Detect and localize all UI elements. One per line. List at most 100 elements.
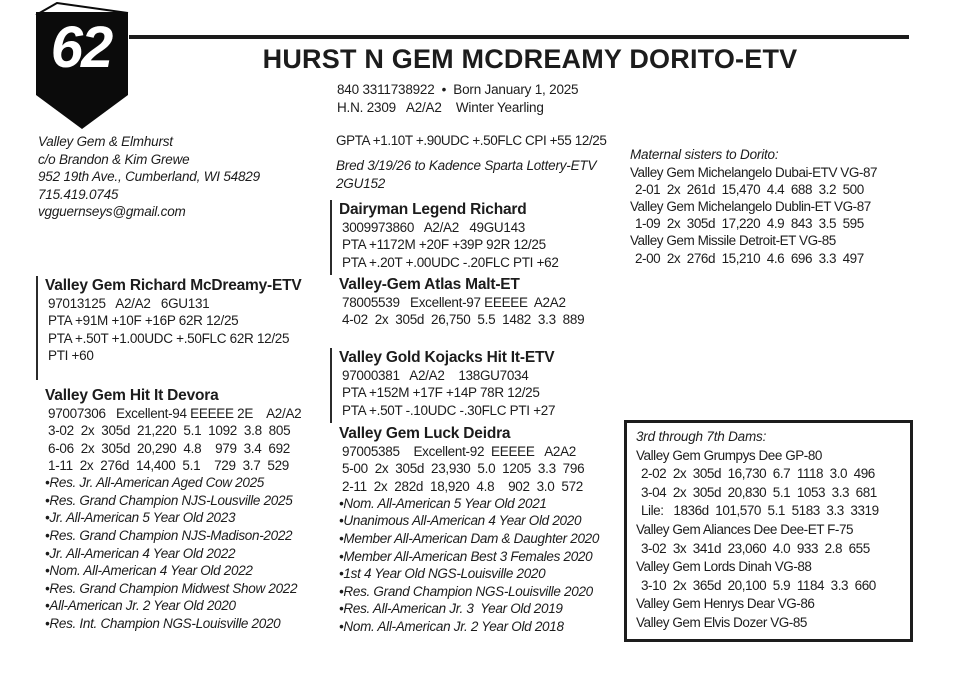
award-bullet: •Nom. All-American 4 Year Old 2022 (45, 563, 253, 579)
pennant-graphic (35, 2, 129, 129)
lot-number: 62 (50, 15, 114, 80)
bred-to-block: Bred 3/19/26 to Kadence Sparta Lottery-E… (336, 157, 596, 192)
pedigree-block-sire: Valley Gem Richard McDreamy-ETV 97013125… (36, 276, 345, 381)
pedigree-lines: 97005385 Excellent-92 EEEEE A2A2 5-00 2x … (339, 443, 639, 495)
pedigree-line: PTA +.50T +1.00UDC +.50FLC 62R 12/25 (48, 330, 290, 346)
award-bullet: •Res. All-American Jr. 3 Year Old 2019 (339, 601, 563, 617)
animal-name: Valley-Gem Atlas Malt-ET (339, 276, 520, 293)
dams-box-line: Valley Gem Aliances Dee Dee-ET F-75 (636, 521, 854, 537)
consignor-line: 715.419.0745 (38, 186, 119, 202)
pedigree-block-dam: Valley Gem Hit It Devora 97007306 Excell… (36, 386, 345, 633)
animal-id-block: 840 3311738922 • Born January 1, 2025 H.… (337, 81, 579, 117)
pedigree-line: 4-02 2x 305d 26,750 5.5 1482 3.3 889 (342, 312, 585, 328)
pedigree-line: 3-02 2x 305d 21,220 5.1 1092 3.8 805 (48, 423, 291, 439)
maternal-sister-entry: Valley Gem Michelangelo Dubai-ETV VG-87 … (630, 164, 930, 198)
sister-name: Valley Gem Michelangelo Dubai-ETV VG-87 (630, 164, 878, 180)
dams-box-line: Valley Gem Lords Dinah VG-88 (636, 559, 812, 575)
dams-box-line: 3-02 3x 341d 23,060 4.0 933 2.8 655 (641, 540, 870, 556)
gpta-line: GPTA +1.10T +.90UDC +.50FLC CPI +55 12/2… (336, 133, 607, 148)
award-bullet: •Unanimous All-American 4 Year Old 2020 (339, 513, 582, 529)
dams-box-lines: Valley Gem Grumpys Dee GP-80 2-02 2x 305d… (636, 447, 902, 633)
pedigree-lines: 97007306 Excellent-94 EEEEE 2E A2/A2 3-02… (45, 405, 345, 474)
consignor-line: Valley Gem & Elmhurst (38, 134, 173, 149)
pedigree-line: 5-00 2x 305d 23,930 5.0 1205 3.3 796 (342, 461, 585, 477)
award-bullet: •Res. Jr. All-American Aged Cow 2025 (45, 475, 265, 491)
consignor-line: c/o Brandon & Kim Grewe (38, 151, 190, 167)
pedigree-line: PTA +.20T +.00UDC -.20FLC PTI +62 (342, 254, 559, 270)
animal-name: Dairyman Legend Richard (339, 201, 527, 218)
award-bullet: •Member All-American Best 3 Females 2020 (339, 548, 593, 564)
pedigree-block-sires-dam: Valley-Gem Atlas Malt-ET 78005539 Excell… (330, 275, 639, 329)
bred-to-line: Bred 3/19/26 to Kadence Sparta Lottery-E… (336, 158, 597, 173)
sister-record: 2-01 2x 261d 15,470 4.4 688 3.2 500 (635, 181, 864, 197)
pedigree-line: 97007306 Excellent-94 EEEEE 2E A2/A2 (48, 406, 302, 421)
animal-name: Valley Gem Hit It Devora (45, 387, 219, 404)
pedigree-line: 97013125 A2/A2 6GU131 (48, 296, 210, 311)
dams-box-heading: 3rd through 7th Dams: (636, 429, 767, 444)
pedigree-lines: 97013125 A2/A2 6GU131 PTA +91M +10F +16P … (45, 295, 345, 364)
dams-box-line: Valley Gem Elvis Dozer VG-85 (636, 614, 807, 630)
bred-to-line: 2GU152 (336, 175, 386, 191)
pedigree-line: 1-11 2x 276d 14,400 5.1 729 3.7 529 (48, 457, 289, 473)
pedigree-line: 3009973860 A2/A2 49GU143 (342, 220, 526, 235)
award-bullets: •Nom. All-American 5 Year Old 2021 •Unani… (339, 495, 639, 636)
sister-record: 1-09 2x 305d 17,220 4.9 843 3.5 595 (635, 216, 864, 232)
dams-box-line: Valley Gem Henrys Dear VG-86 (636, 596, 815, 612)
pedigree-line: 2-11 2x 282d 18,920 4.8 902 3.0 572 (342, 478, 583, 494)
sister-name: Valley Gem Missile Detroit-ET VG-85 (630, 233, 836, 249)
page-title: HURST N GEM MCDREAMY DORITO-ETV (262, 44, 798, 74)
award-bullet: •Res. Grand Champion NGS-Louisville 2020 (339, 583, 593, 599)
pedigree-lines: 97000381 A2/A2 138GU7034 PTA +152M +17F +… (339, 367, 639, 419)
herd-number-line: H.N. 2309 A2/A2 Winter Yearling (337, 100, 544, 115)
award-bullet: •Res. Int. Champion NGS-Louisville 2020 (45, 615, 281, 631)
award-bullet: •1st 4 Year Old NGS-Louisville 2020 (339, 566, 546, 582)
award-bullet: •Res. Grand Champion NJS-Madison-2022 (45, 527, 293, 543)
header-rule (129, 35, 909, 39)
maternal-sisters-block: Maternal sisters to Dorito: Valley Gem M… (630, 146, 930, 267)
pedigree-line: PTA +.50T -.10UDC -.30FLC PTI +27 (342, 402, 556, 418)
pedigree-line: 97000381 A2/A2 138GU7034 (342, 368, 529, 383)
award-bullet: •Nom. All-American Jr. 2 Year Old 2018 (339, 619, 564, 635)
award-bullets: •Res. Jr. All-American Aged Cow 2025 •Res… (45, 474, 345, 632)
sister-name: Valley Gem Michelangelo Dublin-ET VG-87 (630, 198, 871, 214)
dams-box-line: 2-02 2x 305d 16,730 6.7 1118 3.0 496 (641, 466, 875, 482)
consignor-line: 952 19th Ave., Cumberland, WI 54829 (38, 169, 260, 185)
animal-name: Valley Gold Kojacks Hit It-ETV (339, 349, 555, 366)
pedigree-lines: 78005539 Excellent-97 EEEEE A2A2 4-02 2x … (339, 294, 639, 329)
pedigree-block-dams-sire: Valley Gold Kojacks Hit It-ETV 97000381 … (330, 348, 639, 423)
award-bullet: •Jr. All-American 5 Year Old 2023 (45, 510, 236, 526)
pedigree-line: 78005539 Excellent-97 EEEEE A2A2 (342, 295, 566, 310)
dams-box: 3rd through 7th Dams: Valley Gem Grumpys… (624, 420, 913, 642)
pedigree-line: 6-06 2x 305d 20,290 4.8 979 3.4 692 (48, 440, 290, 456)
award-bullet: •Nom. All-American 5 Year Old 2021 (339, 495, 547, 511)
sister-record: 2-00 2x 276d 15,210 4.6 696 3.3 497 (635, 250, 864, 266)
maternal-sister-entry: Valley Gem Michelangelo Dublin-ET VG-87 … (630, 198, 930, 232)
consignor-line: vgguernseys@gmail.com (38, 204, 186, 220)
animal-name: Valley Gem Richard McDreamy-ETV (45, 277, 302, 294)
pedigree-line: 97005385 Excellent-92 EEEEE A2A2 (342, 444, 577, 459)
dams-box-line: Lile: 1836d 101,570 5.1 5183 3.3 3319 (641, 503, 879, 519)
pedigree-line: PTA +1172M +20F +39P 92R 12/25 (342, 237, 546, 253)
award-bullet: •Res. Grand Champion Midwest Show 2022 (45, 580, 298, 596)
pedigree-lines: 3009973860 A2/A2 49GU143 PTA +1172M +20F … (339, 219, 639, 271)
maternal-sisters-heading: Maternal sisters to Dorito: (630, 147, 779, 162)
pedigree-line: PTA +152M +17F +14P 78R 12/25 (342, 385, 540, 401)
pedigree-block-dams-dam: Valley Gem Luck Deidra 97005385 Excellen… (330, 424, 639, 636)
pedigree-line: PTI +60 (48, 347, 94, 363)
award-bullet: •All-American Jr. 2 Year Old 2020 (45, 598, 236, 614)
award-bullet: •Member All-American Dam & Daughter 2020 (339, 531, 600, 547)
registration-line: 840 3311738922 • Born January 1, 2025 (337, 82, 579, 97)
maternal-sisters-list: Valley Gem Michelangelo Dubai-ETV VG-87 … (630, 164, 930, 267)
award-bullet: •Jr. All-American 4 Year Old 2022 (45, 545, 236, 561)
consignor-block: Valley Gem & Elmhurst c/o Brandon & Kim G… (38, 133, 260, 221)
pedigree-block-sires-sire: Dairyman Legend Richard 3009973860 A2/A2… (330, 200, 639, 275)
dams-box-line: 3-04 2x 305d 20,830 5.1 1053 3.3 681 (641, 484, 877, 500)
award-bullet: •Res. Grand Champion NJS-Lousville 2025 (45, 492, 293, 508)
maternal-sister-entry: Valley Gem Missile Detroit-ET VG-85 2-00… (630, 232, 930, 266)
dams-box-line: Valley Gem Grumpys Dee GP-80 (636, 447, 822, 463)
lot-banner: 62 (33, 2, 129, 134)
pedigree-line: PTA +91M +10F +16P 62R 12/25 (48, 313, 239, 329)
animal-name: Valley Gem Luck Deidra (339, 425, 511, 442)
dams-box-line: 3-10 2x 365d 20,100 5.9 1184 3.3 660 (641, 577, 876, 593)
